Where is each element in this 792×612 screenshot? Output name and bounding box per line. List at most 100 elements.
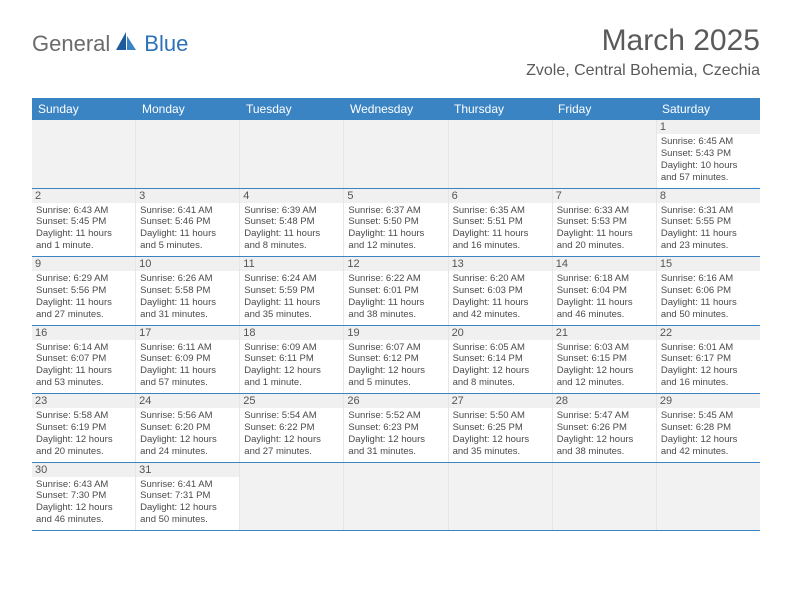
day-number: 25 — [240, 394, 343, 408]
sunrise-text: Sunrise: 6:29 AM — [36, 273, 131, 285]
daylight2-text: and 12 minutes. — [557, 377, 652, 389]
sunset-text: Sunset: 6:09 PM — [140, 353, 235, 365]
daylight2-text: and 8 minutes. — [244, 240, 339, 252]
daylight2-text: and 24 minutes. — [140, 446, 235, 458]
day-cell: 4Sunrise: 6:39 AMSunset: 5:48 PMDaylight… — [240, 189, 344, 257]
sunrise-text: Sunrise: 6:39 AM — [244, 205, 339, 217]
sunset-text: Sunset: 6:22 PM — [244, 422, 339, 434]
sunset-text: Sunset: 5:59 PM — [244, 285, 339, 297]
daylight1-text: Daylight: 11 hours — [348, 297, 443, 309]
day-number: 13 — [449, 257, 552, 271]
sunrise-text: Sunrise: 5:50 AM — [453, 410, 548, 422]
day-number: 4 — [240, 189, 343, 203]
sunset-text: Sunset: 6:15 PM — [557, 353, 652, 365]
sunrise-text: Sunrise: 6:35 AM — [453, 205, 548, 217]
day-number: 19 — [344, 326, 447, 340]
day-cell: 31Sunrise: 6:41 AMSunset: 7:31 PMDayligh… — [136, 463, 240, 531]
day-cell: 23Sunrise: 5:58 AMSunset: 6:19 PMDayligh… — [32, 394, 136, 462]
sunset-text: Sunset: 6:03 PM — [453, 285, 548, 297]
day-number: 14 — [553, 257, 656, 271]
daylight1-text: Daylight: 11 hours — [36, 365, 131, 377]
daylight2-text: and 57 minutes. — [140, 377, 235, 389]
daylight1-text: Daylight: 11 hours — [557, 228, 652, 240]
daylight1-text: Daylight: 11 hours — [661, 228, 756, 240]
sunset-text: Sunset: 6:23 PM — [348, 422, 443, 434]
week-row: 23Sunrise: 5:58 AMSunset: 6:19 PMDayligh… — [32, 394, 760, 463]
day-cell: 10Sunrise: 6:26 AMSunset: 5:58 PMDayligh… — [136, 257, 240, 325]
sunset-text: Sunset: 6:17 PM — [661, 353, 756, 365]
day-cell: 25Sunrise: 5:54 AMSunset: 6:22 PMDayligh… — [240, 394, 344, 462]
day-number: 10 — [136, 257, 239, 271]
day-cell: 30Sunrise: 6:43 AMSunset: 7:30 PMDayligh… — [32, 463, 136, 531]
sunrise-text: Sunrise: 6:20 AM — [453, 273, 548, 285]
day-cell: 1Sunrise: 6:45 AMSunset: 5:43 PMDaylight… — [657, 120, 760, 188]
sunset-text: Sunset: 5:53 PM — [557, 216, 652, 228]
day-cell: 19Sunrise: 6:07 AMSunset: 6:12 PMDayligh… — [344, 326, 448, 394]
sunrise-text: Sunrise: 6:33 AM — [557, 205, 652, 217]
sunrise-text: Sunrise: 6:45 AM — [661, 136, 756, 148]
sunset-text: Sunset: 6:04 PM — [557, 285, 652, 297]
daylight1-text: Daylight: 12 hours — [36, 502, 131, 514]
day-number: 6 — [449, 189, 552, 203]
day-number: 29 — [657, 394, 760, 408]
day-number: 30 — [32, 463, 135, 477]
daylight2-text: and 16 minutes. — [453, 240, 548, 252]
daylight2-text: and 35 minutes. — [453, 446, 548, 458]
logo-text-blue: Blue — [144, 31, 188, 57]
day-number: 12 — [344, 257, 447, 271]
daylight2-text: and 53 minutes. — [36, 377, 131, 389]
day-header: Saturday — [656, 98, 760, 120]
sunset-text: Sunset: 7:31 PM — [140, 490, 235, 502]
sunrise-text: Sunrise: 6:37 AM — [348, 205, 443, 217]
daylight2-text: and 38 minutes. — [557, 446, 652, 458]
daylight1-text: Daylight: 11 hours — [661, 297, 756, 309]
daylight1-text: Daylight: 11 hours — [140, 228, 235, 240]
daylight2-text: and 31 minutes. — [348, 446, 443, 458]
sunrise-text: Sunrise: 6:26 AM — [140, 273, 235, 285]
sunrise-text: Sunrise: 6:31 AM — [661, 205, 756, 217]
day-cell: 21Sunrise: 6:03 AMSunset: 6:15 PMDayligh… — [553, 326, 657, 394]
daylight2-text: and 1 minute. — [244, 377, 339, 389]
day-number: 17 — [136, 326, 239, 340]
sunset-text: Sunset: 6:01 PM — [348, 285, 443, 297]
daylight2-text: and 46 minutes. — [36, 514, 131, 526]
sail-icon — [114, 30, 140, 57]
daylight2-text: and 50 minutes. — [661, 309, 756, 321]
daylight1-text: Daylight: 12 hours — [140, 434, 235, 446]
day-number: 15 — [657, 257, 760, 271]
day-number: 2 — [32, 189, 135, 203]
day-cell: 5Sunrise: 6:37 AMSunset: 5:50 PMDaylight… — [344, 189, 448, 257]
daylight2-text: and 46 minutes. — [557, 309, 652, 321]
daylight2-text: and 5 minutes. — [140, 240, 235, 252]
sunset-text: Sunset: 5:56 PM — [36, 285, 131, 297]
day-cell: 18Sunrise: 6:09 AMSunset: 6:11 PMDayligh… — [240, 326, 344, 394]
sunset-text: Sunset: 5:50 PM — [348, 216, 443, 228]
day-number: 1 — [657, 120, 760, 134]
daylight2-text: and 8 minutes. — [453, 377, 548, 389]
day-number: 9 — [32, 257, 135, 271]
week-row: 2Sunrise: 6:43 AMSunset: 5:45 PMDaylight… — [32, 189, 760, 258]
day-cell: 20Sunrise: 6:05 AMSunset: 6:14 PMDayligh… — [449, 326, 553, 394]
sunset-text: Sunset: 6:12 PM — [348, 353, 443, 365]
daylight1-text: Daylight: 12 hours — [661, 434, 756, 446]
day-cell: 26Sunrise: 5:52 AMSunset: 6:23 PMDayligh… — [344, 394, 448, 462]
sunrise-text: Sunrise: 5:47 AM — [557, 410, 652, 422]
empty-cell — [240, 463, 344, 531]
sunrise-text: Sunrise: 5:58 AM — [36, 410, 131, 422]
sunrise-text: Sunrise: 6:01 AM — [661, 342, 756, 354]
daylight1-text: Daylight: 10 hours — [661, 160, 756, 172]
daylight1-text: Daylight: 12 hours — [348, 365, 443, 377]
sunrise-text: Sunrise: 6:41 AM — [140, 479, 235, 491]
sunrise-text: Sunrise: 6:16 AM — [661, 273, 756, 285]
sunrise-text: Sunrise: 6:05 AM — [453, 342, 548, 354]
day-cell: 6Sunrise: 6:35 AMSunset: 5:51 PMDaylight… — [449, 189, 553, 257]
empty-cell — [344, 120, 448, 188]
day-number: 11 — [240, 257, 343, 271]
sunrise-text: Sunrise: 6:18 AM — [557, 273, 652, 285]
daylight2-text: and 20 minutes. — [36, 446, 131, 458]
day-number: 16 — [32, 326, 135, 340]
day-number: 28 — [553, 394, 656, 408]
day-cell: 7Sunrise: 6:33 AMSunset: 5:53 PMDaylight… — [553, 189, 657, 257]
sunrise-text: Sunrise: 6:43 AM — [36, 479, 131, 491]
daylight1-text: Daylight: 11 hours — [348, 228, 443, 240]
